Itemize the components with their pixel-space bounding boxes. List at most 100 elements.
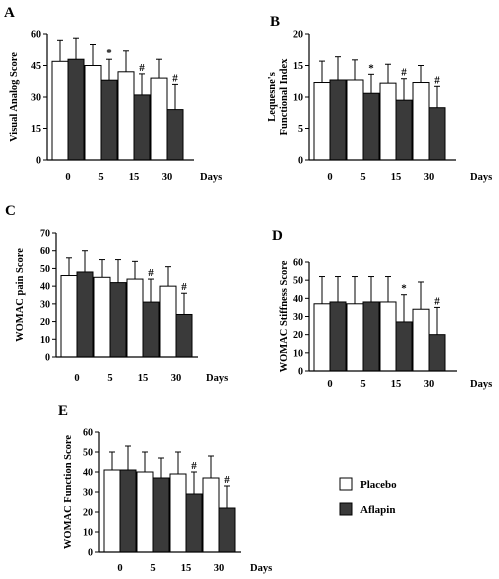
- x-tick-label: 30: [162, 172, 173, 183]
- y-tick-label: 0: [88, 548, 93, 559]
- bar-aflapin-day-0: [67, 58, 85, 161]
- bar-placebo-day-0: [313, 82, 331, 161]
- y-tick-label: 60: [293, 258, 303, 269]
- y-axis-label: WOMAC Stiffness Score: [279, 260, 290, 372]
- y-tick-label: 0: [45, 353, 50, 364]
- y-tick-label: 50: [83, 448, 93, 459]
- bar-aflapin-day-15: [395, 321, 413, 372]
- bar-aflapin-day-5: [152, 477, 170, 553]
- bar-placebo-day-0: [313, 303, 331, 372]
- x-tick-label: 0: [117, 563, 122, 574]
- y-tick-label: 20: [293, 30, 303, 41]
- y-tick-label: 70: [40, 229, 50, 240]
- x-tick-label: 15: [181, 563, 192, 574]
- x-tick-label: 15: [391, 379, 402, 390]
- y-tick-label: 10: [40, 335, 50, 346]
- panel-letter: D: [272, 228, 283, 244]
- x-tick-label: 15: [138, 373, 149, 384]
- y-axis-label: WOMAC pain Score: [15, 248, 26, 342]
- x-axis-label: Days: [206, 373, 228, 384]
- bar-placebo-day-15: [117, 71, 135, 161]
- y-tick-label: 15: [293, 61, 303, 72]
- legend-swatch-aflapin: [339, 502, 353, 516]
- significance-marker: #: [139, 62, 145, 74]
- x-axis-label: Days: [470, 379, 492, 390]
- y-tick-label: 40: [40, 282, 50, 293]
- bar-aflapin-day-15: [395, 99, 413, 161]
- x-tick-label: 0: [327, 172, 332, 183]
- significance-marker: *: [368, 62, 374, 74]
- significance-marker: #: [172, 72, 178, 84]
- x-tick-label: 5: [98, 172, 103, 183]
- bar-placebo-day-5: [84, 65, 102, 161]
- y-axis-label: Lequesne's: [267, 72, 278, 122]
- x-axis-label: Days: [250, 563, 272, 574]
- legend-swatch-placebo: [339, 477, 353, 491]
- bar-aflapin-day-5: [362, 301, 380, 372]
- bar-placebo-day-0: [51, 60, 69, 161]
- bar-aflapin-day-5: [109, 282, 127, 358]
- x-tick-label: 15: [129, 172, 140, 183]
- bar-placebo-day-0: [60, 275, 78, 358]
- bar-aflapin-day-30: [175, 313, 193, 358]
- y-tick-label: 60: [40, 246, 50, 257]
- bar-placebo-day-15: [379, 301, 397, 372]
- y-tick-label: 20: [83, 508, 93, 519]
- significance-marker: #: [434, 74, 440, 86]
- y-tick-label: 10: [293, 348, 303, 359]
- x-tick-label: 0: [74, 373, 79, 384]
- x-tick-label: 30: [214, 563, 225, 574]
- panel-letter: E: [58, 403, 68, 419]
- bar-aflapin-day-15: [142, 301, 160, 358]
- panel-letter: B: [270, 14, 280, 30]
- x-tick-label: 5: [107, 373, 112, 384]
- x-tick-label: 0: [327, 379, 332, 390]
- bar-placebo-day-15: [379, 82, 397, 161]
- bar-placebo-day-15: [126, 278, 144, 358]
- y-tick-label: 40: [83, 468, 93, 479]
- y-tick-label: 60: [31, 30, 41, 41]
- panel-letter: A: [4, 5, 15, 21]
- chart-panel-c: C WOMAC pain Score 0 10 20 30 40 50 60 70 0 5 #15 #30…: [5, 203, 228, 384]
- x-tick-label: 0: [65, 172, 70, 183]
- bar-aflapin-day-30: [428, 107, 446, 161]
- significance-marker: #: [224, 474, 230, 486]
- x-tick-label: 5: [360, 172, 365, 183]
- bar-aflapin-day-30: [428, 334, 446, 372]
- bar-aflapin-day-5: [362, 92, 380, 161]
- x-tick-label: 30: [171, 373, 182, 384]
- chart-panel-a: A Visual Analog Score 0 15 30 45 60 0 * 5 #15 #30 Da…: [4, 5, 222, 183]
- significance-marker: #: [401, 67, 407, 79]
- bar-aflapin-day-15: [133, 94, 151, 161]
- x-axis-label: Days: [470, 172, 492, 183]
- significance-marker: #: [434, 295, 440, 307]
- significance-marker: #: [181, 281, 187, 293]
- bar-aflapin-day-30: [166, 109, 184, 161]
- y-tick-label: 20: [293, 330, 303, 341]
- bar-aflapin-day-0: [76, 271, 94, 358]
- y-tick-label: 5: [298, 124, 303, 135]
- chart-panel-b: B Lequesne's Functional Index 0 5 10 15 20 0 * 5 #1…: [267, 14, 492, 183]
- bar-placebo-day-30: [412, 82, 430, 161]
- bar-placebo-day-30: [202, 477, 220, 553]
- y-tick-label: 10: [83, 528, 93, 539]
- y-tick-label: 0: [298, 367, 303, 378]
- y-axis-label: WOMAC Function Score: [63, 435, 74, 549]
- x-tick-label: 30: [424, 379, 435, 390]
- bar-placebo-day-5: [346, 303, 364, 372]
- significance-marker: *: [401, 283, 407, 295]
- y-tick-label: 20: [40, 317, 50, 328]
- bar-placebo-day-5: [93, 276, 111, 358]
- bar-placebo-day-0: [103, 469, 121, 553]
- y-tick-label: 10: [293, 93, 303, 104]
- x-axis-label: Days: [200, 172, 222, 183]
- bar-aflapin-day-0: [329, 79, 347, 161]
- bar-placebo-day-30: [412, 308, 430, 372]
- y-tick-label: 15: [31, 124, 41, 135]
- y-tick-label: 45: [31, 61, 41, 72]
- significance-marker: #: [148, 267, 154, 279]
- panel-letter: C: [5, 203, 16, 219]
- y-tick-label: 0: [298, 156, 303, 167]
- bar-placebo-day-30: [150, 77, 168, 161]
- y-tick-label: 30: [83, 488, 93, 499]
